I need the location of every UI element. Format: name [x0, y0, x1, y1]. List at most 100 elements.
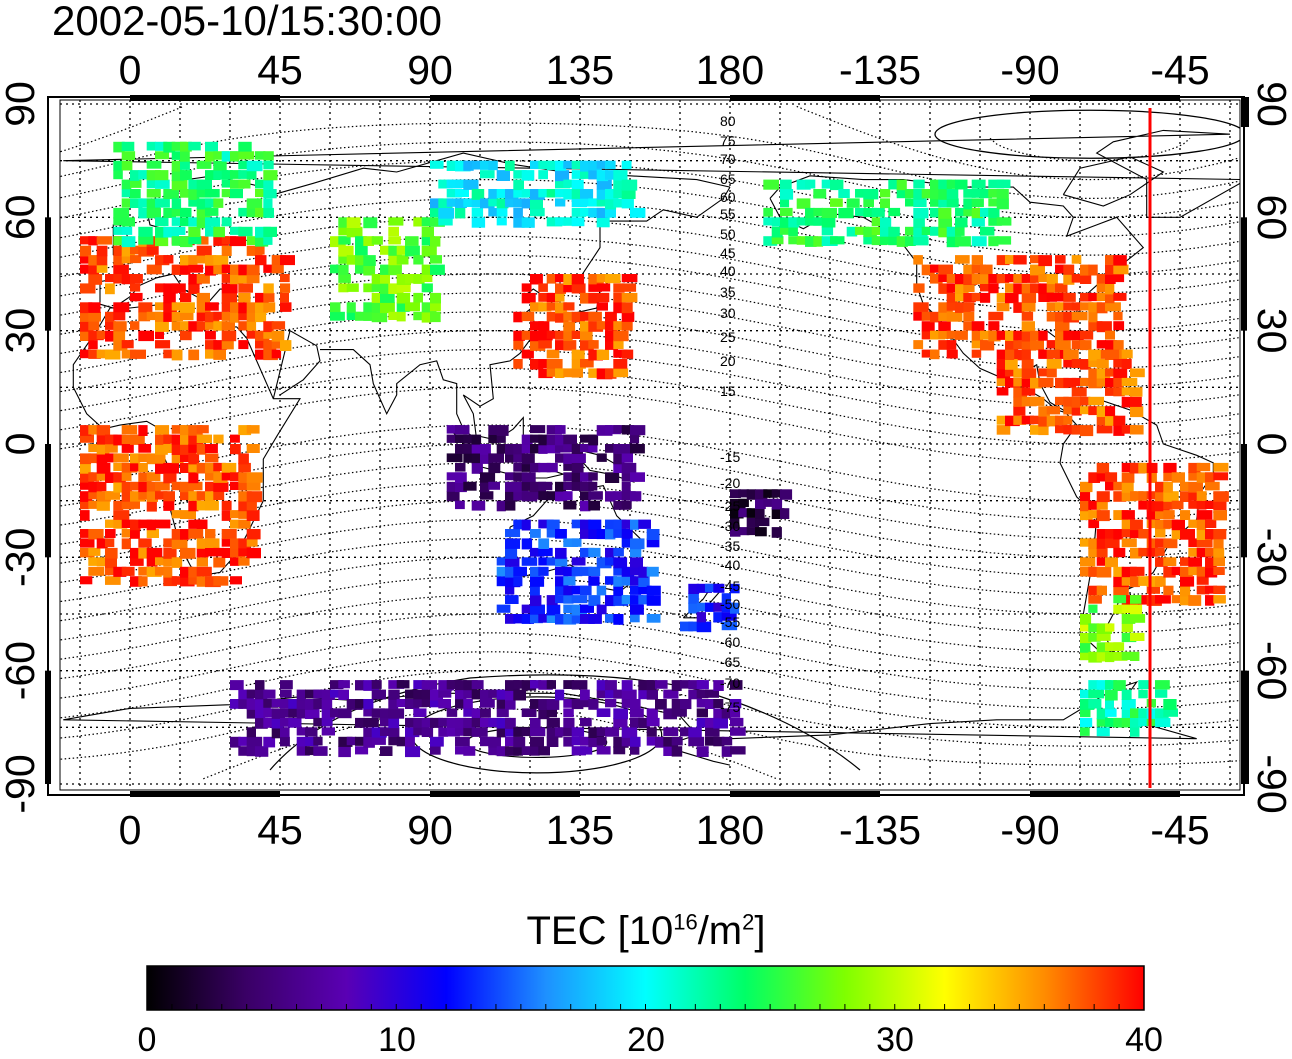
tec-cell — [1063, 264, 1075, 275]
tec-cell — [563, 321, 576, 332]
tec-cell — [1113, 651, 1128, 661]
tec-cell — [1055, 255, 1066, 264]
tec-cell — [730, 746, 746, 755]
tec-cell — [96, 500, 110, 511]
tec-cell — [930, 179, 946, 190]
tec-cell — [613, 491, 629, 500]
tec-cell — [146, 481, 161, 492]
tec-cell — [80, 462, 91, 474]
tec-cell — [130, 500, 140, 509]
tec-cell — [780, 207, 793, 217]
tec-cell — [730, 680, 743, 690]
tec-cell — [963, 198, 973, 210]
tec-cell — [563, 189, 576, 200]
tec-cell — [1096, 406, 1112, 417]
contour-label: 80 — [720, 113, 736, 129]
tec-cell — [1163, 699, 1177, 710]
tec-cell — [513, 207, 523, 218]
tec-cell — [938, 274, 951, 283]
tec-cell — [321, 699, 333, 710]
tec-cell — [630, 557, 643, 568]
tec-cell — [555, 274, 567, 283]
tec-cell — [471, 217, 486, 228]
tec-cell — [646, 538, 660, 548]
tec-cell — [505, 557, 520, 567]
tec-cell — [621, 500, 632, 509]
tec-cell — [238, 321, 255, 331]
tec-cell — [646, 595, 661, 606]
tec-cell — [505, 160, 515, 171]
tec-cell — [1096, 500, 1108, 510]
tec-cell — [1096, 462, 1110, 474]
tec-cell — [121, 538, 131, 550]
tec-cell — [1130, 387, 1143, 397]
tec-cell — [521, 444, 533, 454]
tec-cell — [1046, 311, 1057, 322]
tec-cell — [188, 566, 198, 578]
tec-cell — [213, 472, 228, 483]
tec-cell — [1155, 481, 1169, 493]
tec-cell — [1171, 566, 1182, 576]
tec-cell — [288, 717, 302, 728]
tec-cell — [530, 462, 541, 473]
tec-cell — [613, 689, 629, 699]
tec-cell — [505, 736, 520, 746]
tec-cell — [171, 321, 181, 331]
tec-cell — [746, 489, 756, 500]
tec-cell — [1080, 708, 1091, 718]
tec-cell — [1013, 255, 1027, 265]
tec-cell — [388, 727, 400, 738]
tec-cell — [205, 547, 216, 557]
tec-cell — [1105, 340, 1117, 351]
tec-cell — [580, 434, 596, 443]
tec-cell — [580, 321, 593, 332]
tec-cell — [563, 614, 577, 625]
tec-cell — [1055, 302, 1065, 311]
tec-cell — [588, 434, 599, 446]
tec-cell — [1113, 321, 1125, 331]
tec-cell — [1096, 321, 1112, 333]
tec-cell — [505, 481, 515, 492]
tec-cell — [605, 321, 618, 331]
tec-cell — [755, 489, 768, 500]
tec-cell — [1163, 462, 1177, 473]
tec-cell — [88, 274, 103, 285]
tec-cell — [1096, 651, 1113, 662]
tec-cell — [571, 444, 583, 454]
tec-cell — [180, 255, 191, 266]
tec-cell — [155, 179, 170, 189]
tec-cell — [371, 708, 385, 718]
tec-cell — [530, 576, 545, 587]
tec-cell — [355, 717, 365, 728]
tec-cell — [1096, 547, 1108, 558]
tec-cell — [1163, 472, 1178, 482]
tec-cell — [613, 198, 628, 208]
tec-cell — [296, 708, 308, 719]
tec-cell — [1121, 472, 1135, 483]
tec-cell — [513, 576, 523, 587]
tec-cell — [1196, 519, 1207, 531]
tec-cell — [1055, 349, 1071, 359]
tec-cell — [455, 462, 466, 472]
tec-cell — [1188, 519, 1199, 528]
tec-cell — [505, 727, 518, 737]
tec-cell — [330, 236, 346, 248]
tec-cell — [188, 283, 200, 294]
tec-cell — [1105, 481, 1117, 491]
tec-cell — [1080, 651, 1095, 661]
tec-cell — [513, 170, 527, 179]
tec-cell — [438, 217, 453, 226]
tec-cell — [96, 425, 111, 436]
tec-cell — [563, 179, 575, 188]
tec-cell — [196, 566, 212, 577]
tec-cell — [505, 717, 516, 729]
tec-cell — [988, 207, 1000, 218]
tec-cell — [996, 198, 1009, 210]
tec-cell — [396, 680, 410, 689]
tec-cell — [471, 500, 486, 511]
tec-cell — [1021, 292, 1037, 303]
tec-cell — [1213, 585, 1226, 594]
tec-cell — [271, 340, 283, 349]
tec-cell — [221, 330, 237, 342]
tec-cell — [621, 444, 638, 454]
